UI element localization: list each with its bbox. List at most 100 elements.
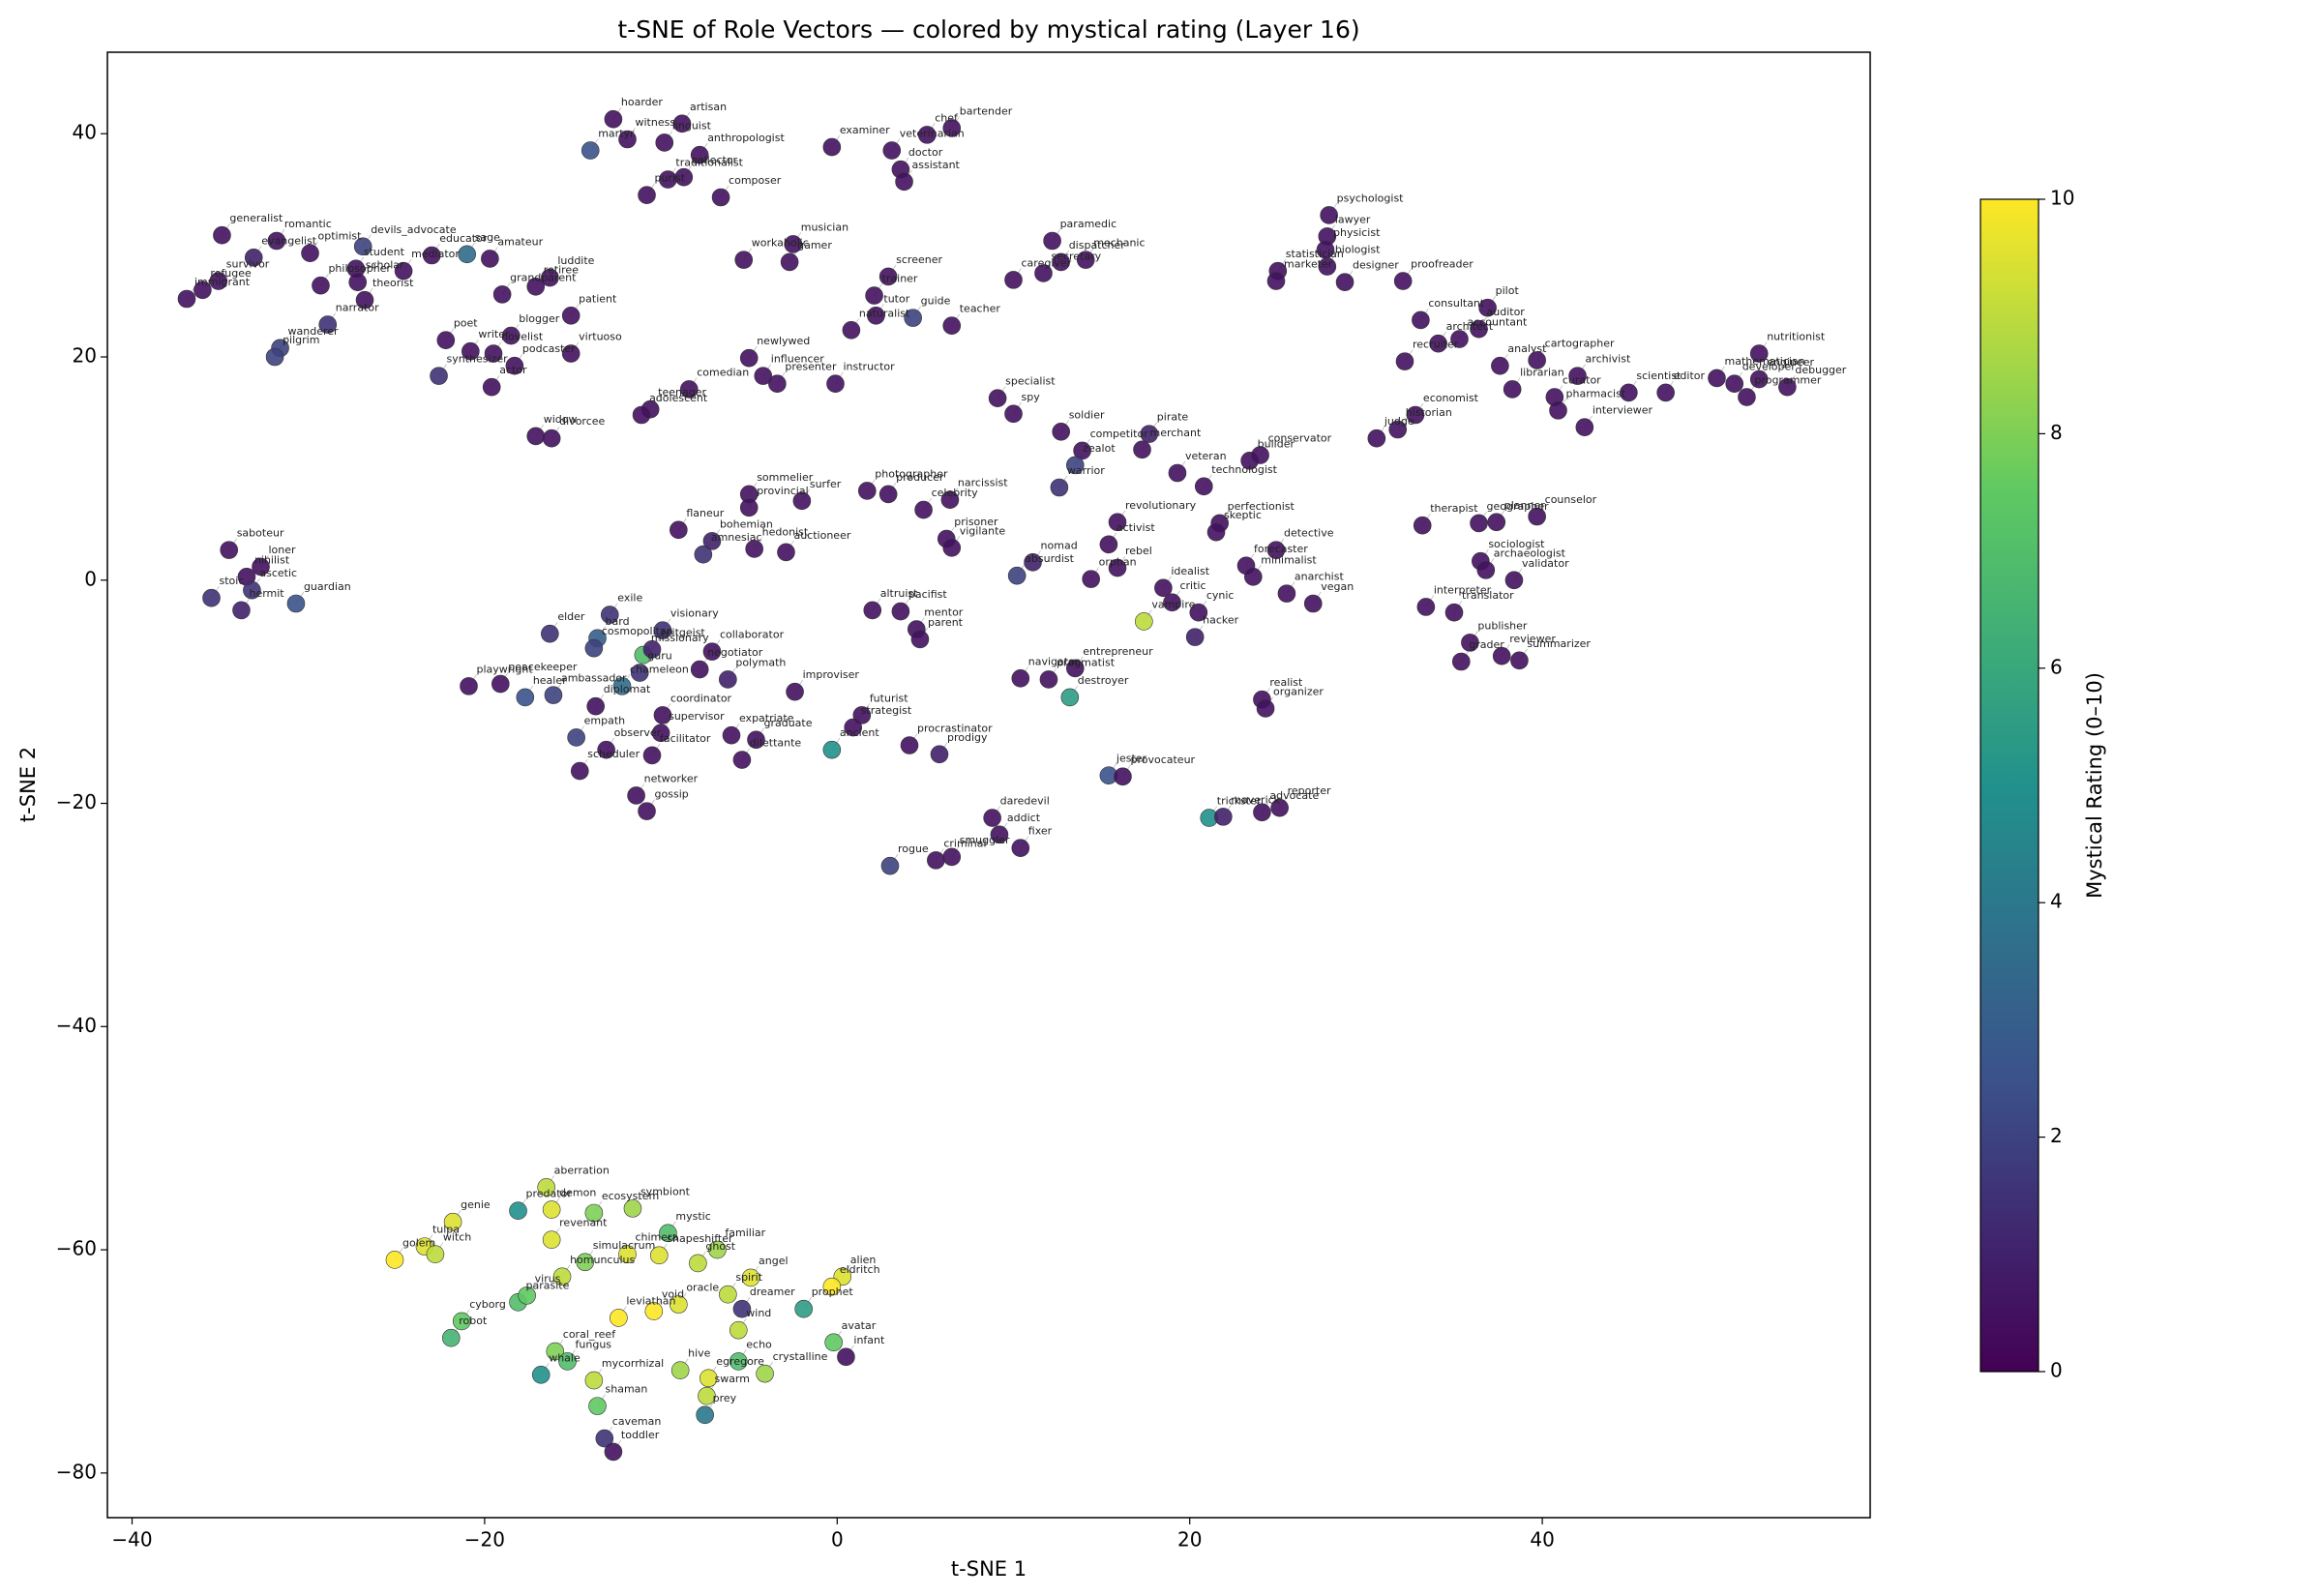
point xyxy=(1108,513,1127,532)
point xyxy=(1256,699,1275,718)
point-label: daredevil xyxy=(1000,795,1050,808)
point-label: sociologist xyxy=(1488,538,1545,550)
point xyxy=(784,235,803,253)
point xyxy=(436,331,456,349)
point-label: presenter xyxy=(785,361,837,373)
point-label: comedian xyxy=(697,366,749,378)
point-label: empath xyxy=(584,714,626,726)
point-label: tulpa xyxy=(432,1224,460,1236)
point xyxy=(318,315,338,334)
point-label: coral_reef xyxy=(563,1328,616,1341)
point xyxy=(1244,568,1263,586)
point xyxy=(482,377,501,397)
point-label: dilettante xyxy=(750,737,802,750)
point-label: newlywed xyxy=(757,335,810,347)
point xyxy=(394,261,413,281)
y-tick-label: −60 xyxy=(56,1237,97,1260)
point xyxy=(481,250,499,268)
point-label: synthesizer xyxy=(447,353,509,366)
point-label: elder xyxy=(557,610,585,623)
point-label: robot xyxy=(459,1315,488,1327)
point-label: prodigy xyxy=(947,731,988,744)
point-label: scheduler xyxy=(587,748,640,760)
point-label: destroyer xyxy=(1078,674,1129,687)
point-label: proofreader xyxy=(1411,258,1474,271)
point xyxy=(1303,594,1323,613)
point-label: trainer xyxy=(882,273,918,285)
point xyxy=(852,706,872,724)
point-label: sage xyxy=(475,231,500,244)
point-label: perfectionist xyxy=(1228,500,1295,513)
point-label: secretary xyxy=(1051,250,1101,262)
point-label: workaholic xyxy=(752,237,809,250)
point xyxy=(1253,803,1271,822)
point xyxy=(1206,522,1226,542)
point-label: student xyxy=(364,246,405,258)
point xyxy=(1011,669,1030,688)
point xyxy=(422,246,441,265)
point-label: caveman xyxy=(612,1415,662,1428)
point-label: wanderer xyxy=(288,325,340,338)
point xyxy=(882,141,902,160)
point xyxy=(385,1251,404,1269)
point xyxy=(1429,334,1447,353)
point-label: anarchist xyxy=(1295,571,1345,583)
point-label: infant xyxy=(853,1334,885,1346)
point xyxy=(443,1212,462,1231)
y-tick-label: −80 xyxy=(56,1460,97,1483)
point-label: nihilist xyxy=(254,553,290,566)
point-label: detective xyxy=(1284,527,1334,540)
point xyxy=(659,1224,677,1243)
point-label: narcissist xyxy=(958,477,1008,489)
point xyxy=(1528,507,1546,526)
point xyxy=(586,696,605,716)
point-label: auctioneer xyxy=(793,529,850,542)
point xyxy=(552,1267,572,1286)
point-label: poet xyxy=(454,317,478,330)
point xyxy=(786,682,804,701)
colorbar-tick-label: 8 xyxy=(2050,421,2063,444)
point-label: orphan xyxy=(1099,556,1137,569)
point-label: programmer xyxy=(1754,374,1821,387)
point xyxy=(690,660,709,679)
point xyxy=(232,601,251,620)
point-label: symbiont xyxy=(640,1185,691,1197)
point xyxy=(1052,423,1071,441)
point xyxy=(1568,367,1587,385)
point-label: doctor xyxy=(908,146,943,159)
point-label: survivor xyxy=(226,258,270,271)
point xyxy=(927,851,945,870)
colorbar-tick-label: 4 xyxy=(2050,890,2063,913)
point-label: judge xyxy=(1384,415,1414,428)
x-tick-label: 40 xyxy=(1530,1528,1554,1552)
point-label: immigrant xyxy=(194,276,251,288)
point-label: skeptic xyxy=(1224,509,1262,521)
point-label: eldritch xyxy=(840,1263,880,1276)
point xyxy=(1004,404,1023,424)
point xyxy=(604,1442,623,1462)
point-label: expatriate xyxy=(739,712,794,724)
point-label: novelist xyxy=(501,331,544,343)
point xyxy=(878,485,898,504)
point xyxy=(689,1254,707,1273)
points xyxy=(177,109,1797,1462)
point xyxy=(780,252,799,272)
point-label: forecaster xyxy=(1254,543,1308,555)
point xyxy=(561,307,580,325)
point-label: editor xyxy=(1674,369,1706,382)
point-label: actor xyxy=(499,364,527,376)
point xyxy=(702,642,722,661)
point-label: wind xyxy=(746,1307,771,1319)
point xyxy=(509,1201,527,1220)
point-label: scientist xyxy=(1636,369,1682,382)
point xyxy=(679,380,699,399)
point xyxy=(1108,558,1127,577)
point xyxy=(698,1386,716,1405)
point xyxy=(722,725,741,745)
point xyxy=(542,1230,561,1249)
point-label: physicist xyxy=(1333,226,1381,239)
point xyxy=(584,1371,604,1390)
point-label: visionary xyxy=(670,607,719,620)
point xyxy=(904,309,922,327)
point xyxy=(1450,330,1469,348)
